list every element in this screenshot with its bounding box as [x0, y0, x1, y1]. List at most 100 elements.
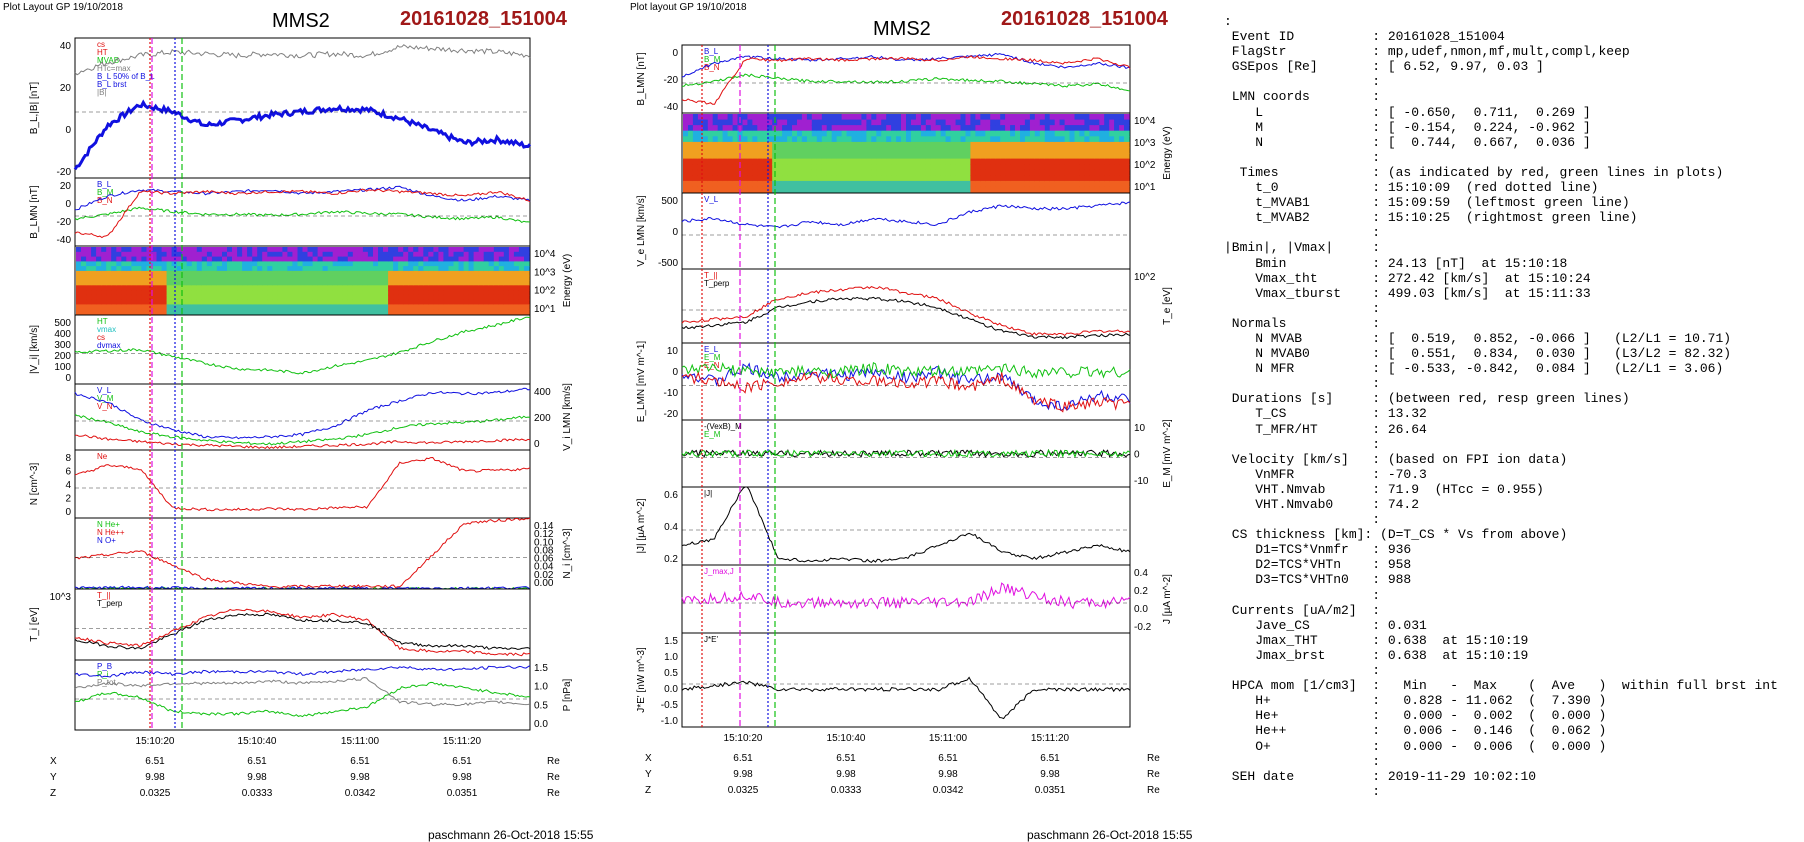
heatmap-cell — [831, 114, 838, 121]
heatmap-cell — [448, 256, 455, 262]
heatmap-cell — [747, 169, 753, 176]
heatmap-cell — [488, 251, 495, 258]
heatmap-cell — [1114, 153, 1120, 160]
heatmap-cell — [881, 130, 887, 137]
heatmap-cell — [688, 180, 694, 188]
legend-entry: B_M — [704, 55, 721, 64]
heatmap-cell — [742, 180, 749, 188]
heatmap-cell — [111, 299, 117, 305]
heatmap-cell — [488, 261, 495, 267]
heatmap-cell — [1119, 130, 1125, 137]
heatmap-cell — [332, 256, 339, 262]
heatmap-cell — [712, 119, 719, 126]
heatmap-cell — [438, 256, 444, 262]
y-tick-label: -10 — [664, 388, 679, 399]
heatmap-cell — [831, 180, 838, 188]
heatmap-cell — [901, 125, 907, 132]
heatmap-cell — [463, 280, 470, 286]
heatmap-cell — [378, 247, 384, 253]
heatmap-cell — [1124, 175, 1130, 182]
heatmap-cell — [161, 247, 168, 253]
heatmap-cell — [503, 294, 510, 301]
heatmap-cell — [1084, 125, 1090, 132]
heatmap-cell — [287, 275, 293, 282]
heatmap-cell — [841, 175, 848, 182]
heatmap-cell — [508, 270, 515, 277]
heatmap-cell — [742, 147, 749, 154]
heatmap-cell — [186, 299, 193, 305]
heatmap-cell — [906, 130, 912, 137]
heatmap-cell — [473, 290, 480, 296]
heatmap-cell — [965, 153, 972, 160]
heatmap-cell — [242, 247, 248, 253]
heatmap-cell — [707, 147, 714, 154]
heatmap-cell — [468, 299, 475, 305]
coord-value: 6.51 — [350, 756, 370, 767]
credit-left: paschmann 26-Oct-2018 15:55 — [428, 828, 594, 842]
heatmap-cell — [851, 153, 858, 160]
heatmap-cell — [1124, 158, 1130, 165]
heatmap-cell — [1010, 119, 1016, 126]
heatmap-cell — [307, 261, 314, 267]
spacecraft-label-mid: MMS2 — [873, 18, 931, 40]
heatmap-cell — [866, 136, 872, 143]
heatmap-cell — [1124, 125, 1130, 132]
heatmap-cell — [272, 270, 278, 277]
heatmap-cell — [252, 285, 258, 291]
heatmap-cell — [1079, 164, 1085, 171]
heatmap-cell — [707, 180, 714, 188]
heatmap-cell — [96, 285, 102, 291]
heatmap-cell — [383, 266, 389, 272]
y-tick-label: 0.2 — [1134, 586, 1148, 597]
heatmap-cell — [955, 114, 962, 121]
heatmap-cell — [216, 290, 223, 296]
heatmap-cell — [891, 164, 897, 171]
heatmap-cell — [881, 125, 887, 132]
y-tick-label: 10^3 — [1134, 138, 1156, 149]
coord-unit: Re — [1147, 753, 1160, 764]
heatmap-cell — [1089, 119, 1095, 126]
heatmap-cell — [312, 280, 319, 286]
heatmap-cell — [222, 294, 228, 301]
heatmap-cell — [960, 175, 967, 182]
heatmap-cell — [886, 175, 892, 182]
heatmap-cell — [393, 285, 399, 291]
heatmap-cell — [861, 164, 867, 171]
heatmap-cell — [851, 158, 858, 165]
heatmap-cell — [337, 270, 344, 277]
heatmap-cell — [443, 275, 449, 282]
heatmap-cell — [896, 153, 902, 160]
heatmap-cell — [473, 251, 480, 258]
heatmap-cell — [76, 294, 82, 301]
heatmap-cell — [975, 119, 981, 126]
heatmap-cell — [797, 130, 803, 137]
heatmap-cell — [292, 256, 298, 262]
heatmap-cell — [181, 294, 188, 301]
heatmap-cell — [722, 169, 729, 176]
panel-frame — [74, 517, 531, 590]
panel-frame — [681, 632, 1131, 728]
heatmap-cell — [393, 275, 399, 282]
heatmap-cell — [327, 247, 334, 253]
heatmap-cell — [373, 261, 379, 267]
heatmap-cell — [1059, 114, 1066, 121]
heatmap-cell — [797, 186, 803, 193]
heatmap-cell — [176, 309, 183, 315]
heatmap-cell — [282, 256, 288, 262]
heatmap-cell — [1049, 147, 1056, 154]
coord-value: 6.51 — [938, 753, 958, 764]
y-tick-label: 10^3 — [50, 592, 72, 603]
heatmap-cell — [453, 251, 460, 258]
heatmap-cell — [116, 256, 122, 262]
heatmap-cell — [408, 266, 414, 272]
heatmap-cell — [752, 125, 758, 132]
heatmap-cell — [881, 119, 887, 126]
heatmap-cell — [752, 158, 758, 165]
heatmap-cell — [1119, 147, 1125, 154]
legend-entry: vmax — [97, 325, 116, 334]
heatmap-cell — [970, 125, 976, 132]
heatmap-cell — [131, 261, 137, 267]
heatmap-cell — [960, 141, 967, 149]
heatmap-cell — [337, 275, 344, 282]
heatmap-cell — [393, 299, 399, 305]
